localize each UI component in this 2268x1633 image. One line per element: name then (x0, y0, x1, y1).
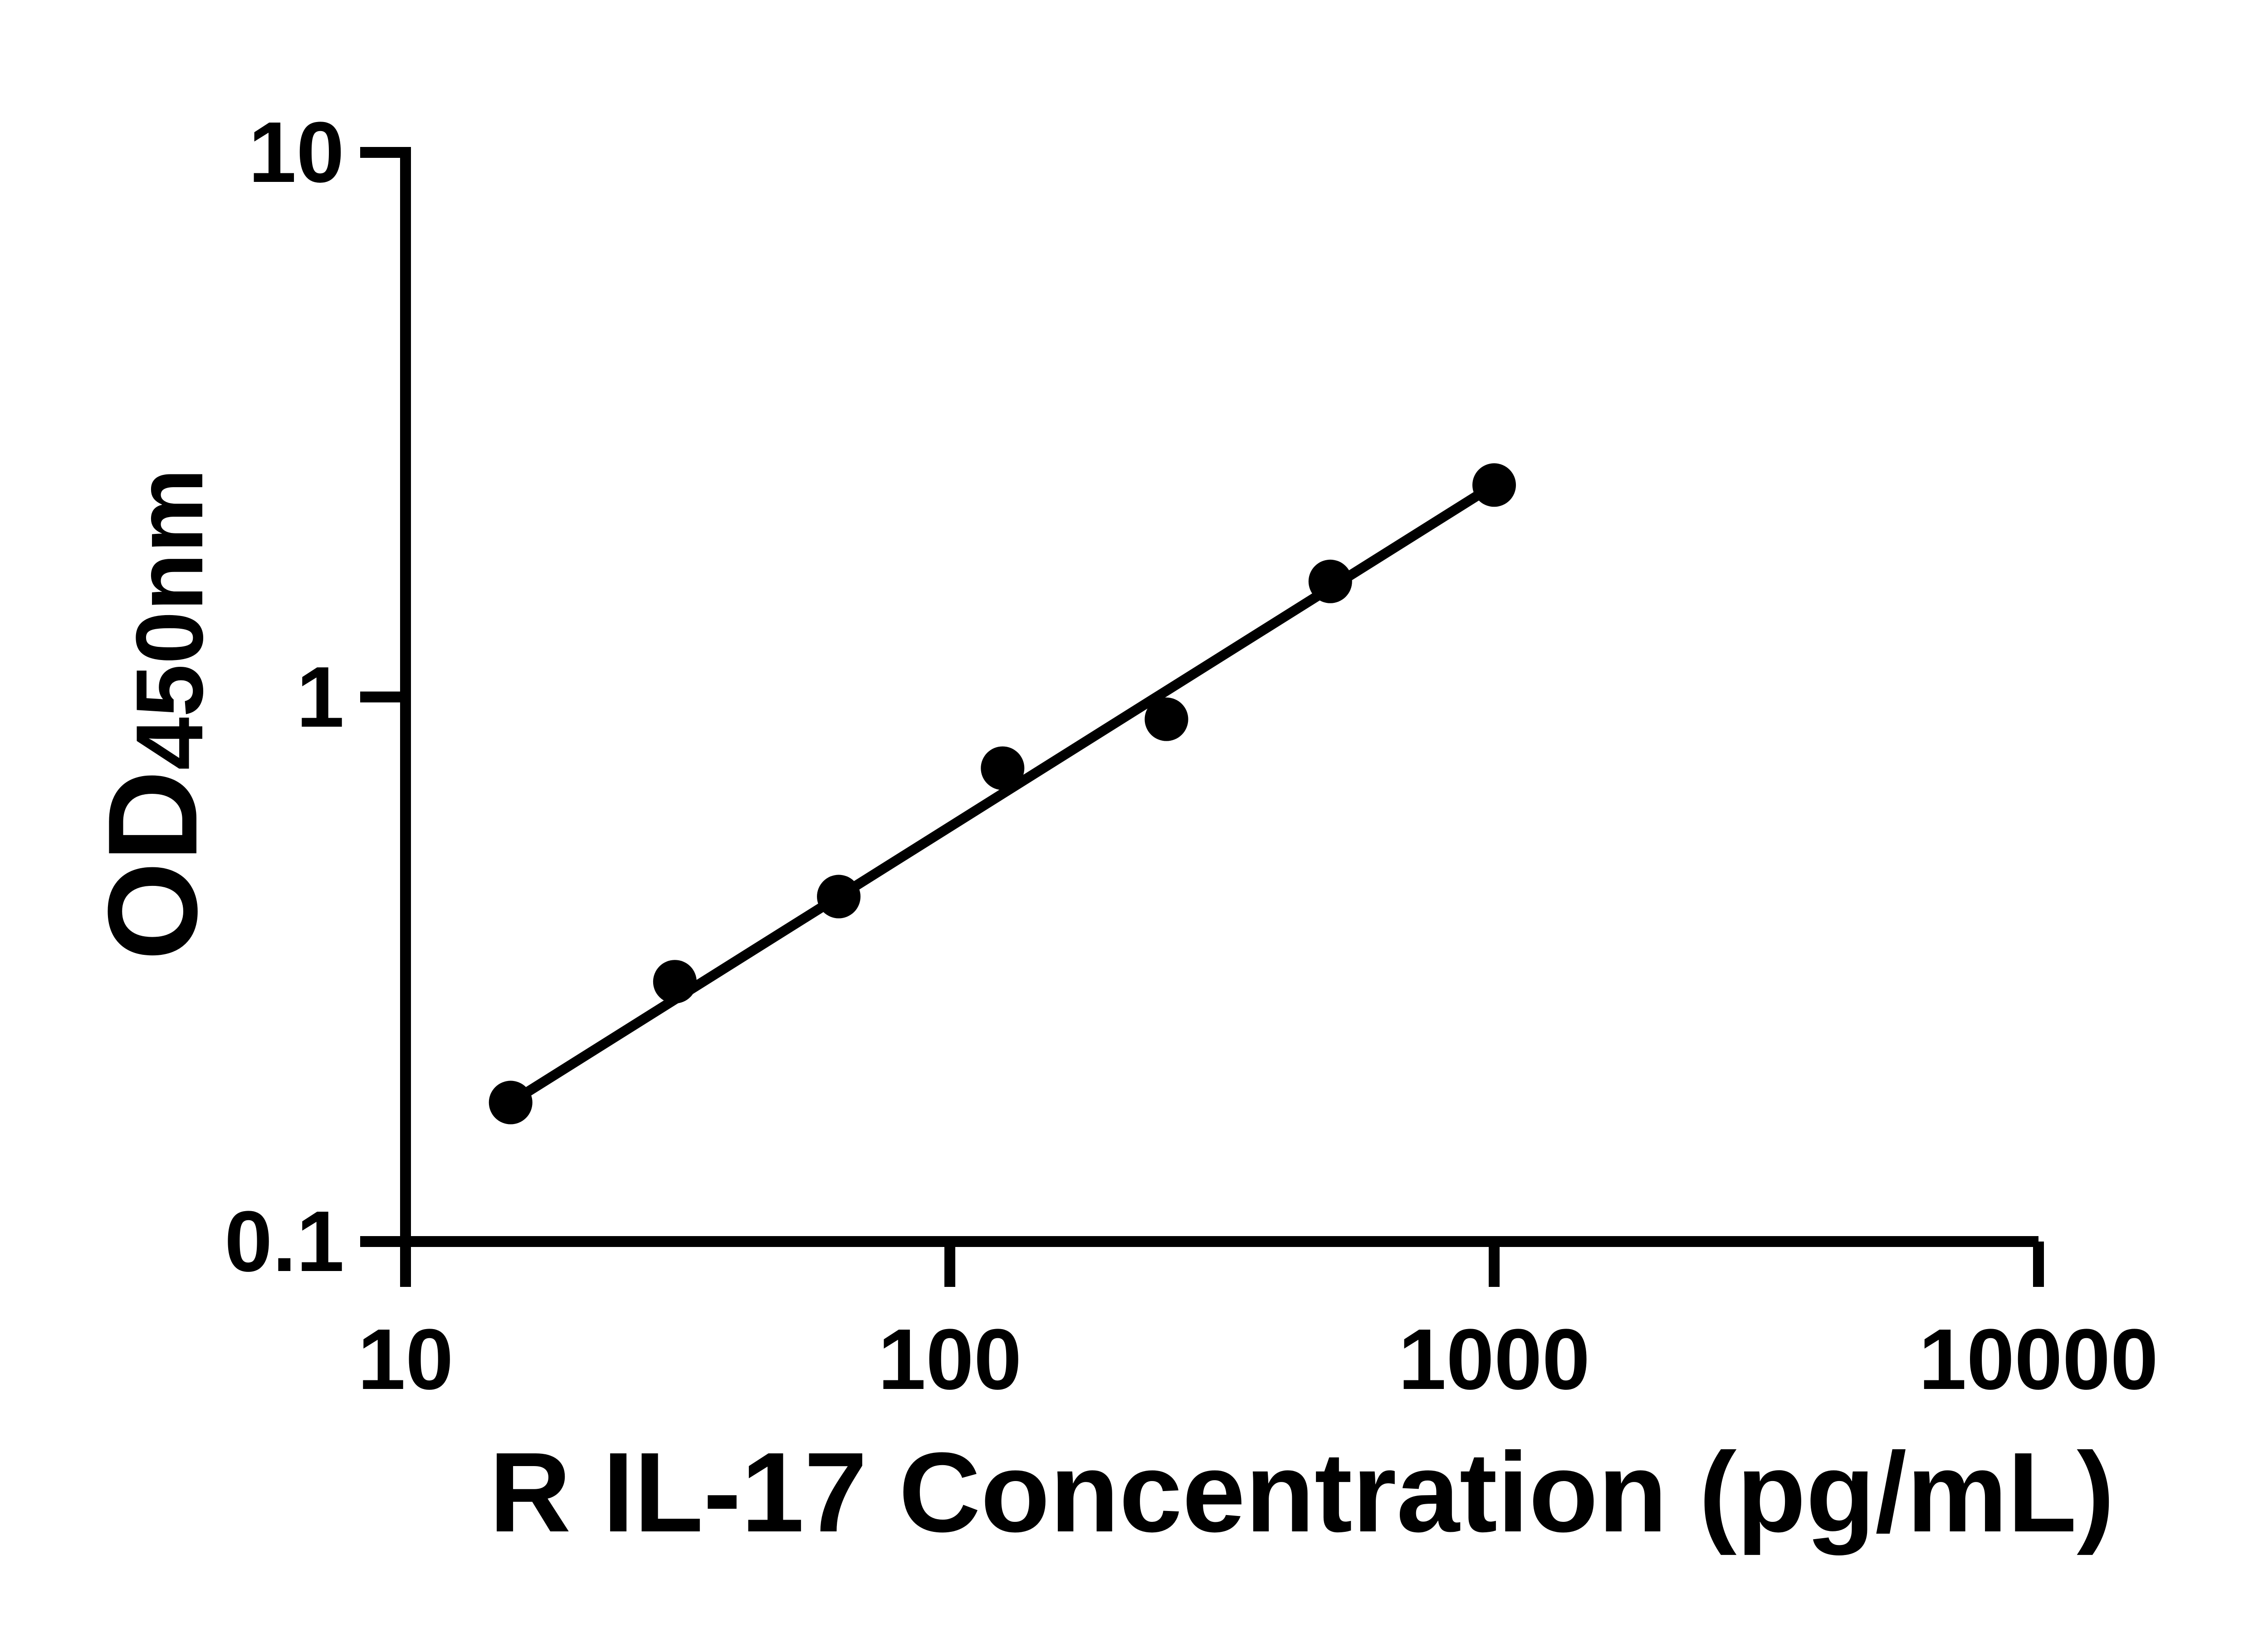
y-axis-title-sub: 450nm (116, 468, 223, 770)
y-axis-title: OD450nm (82, 468, 224, 960)
data-points (489, 463, 1516, 1125)
y-tick-label: 0.1 (224, 1193, 344, 1290)
data-point-marker (653, 960, 697, 1004)
data-point-marker (981, 746, 1025, 790)
x-tick-label: 100 (878, 1311, 1022, 1408)
y-tick-label: 10 (248, 104, 344, 200)
data-point-marker (1308, 559, 1352, 603)
data-point-marker (489, 1081, 533, 1125)
y-axis-title-main: OD (82, 770, 224, 961)
data-point-marker (1472, 463, 1516, 507)
axes (400, 147, 2038, 1247)
data-point-marker (817, 875, 861, 919)
y-tick-label: 1 (296, 649, 344, 745)
data-point-marker (1144, 697, 1188, 741)
x-tick-label: 10000 (1918, 1311, 2159, 1408)
x-axis-title: R IL-17 Concentration (pg/mL) (489, 1429, 2115, 1555)
x-tick-label: 1000 (1398, 1311, 1590, 1408)
x-tick-label: 10 (357, 1311, 454, 1408)
axis-ticks (360, 147, 2044, 1287)
